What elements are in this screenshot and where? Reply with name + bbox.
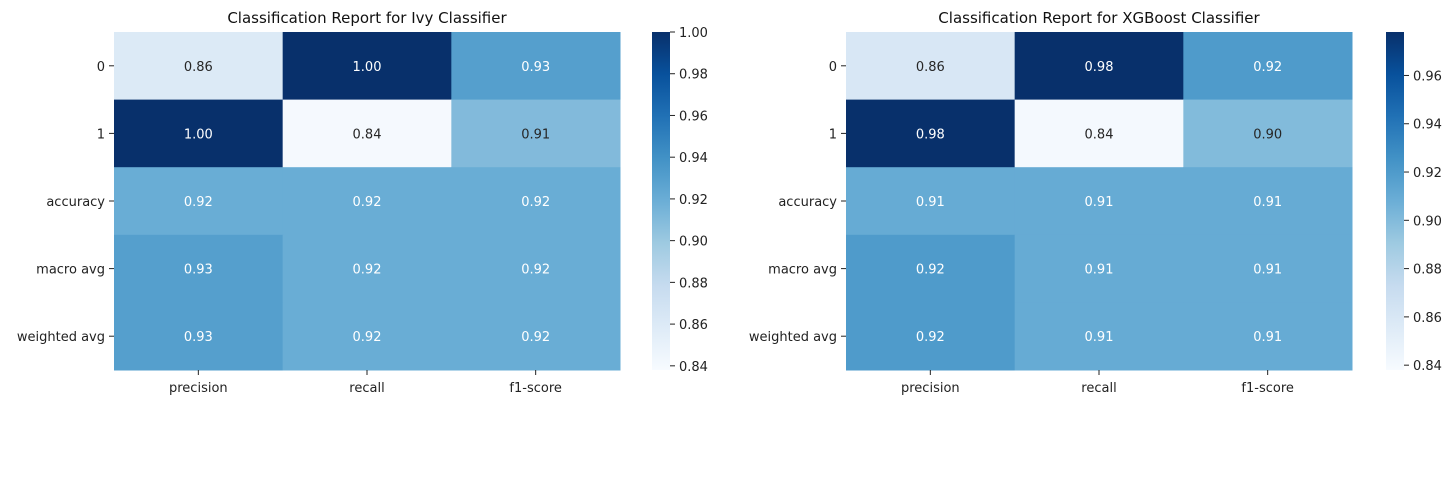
cell-label: 0.91 [1253, 195, 1282, 210]
cell-label: 0.92 [184, 195, 213, 210]
chart-title: Classification Report for Ivy Classifier [227, 9, 507, 27]
cell-label: 0.93 [184, 330, 213, 345]
heatmap-cell [282, 234, 452, 303]
heatmap-cell [451, 167, 621, 236]
colorbar-tick-label: 0.86 [679, 318, 708, 333]
heatmap-cell [846, 99, 1016, 168]
heatmap-cell [1014, 99, 1184, 168]
cell-label: 0.84 [353, 127, 382, 142]
heatmap-cell [846, 234, 1016, 303]
chart-title: Classification Report for XGBoost Classi… [938, 9, 1260, 27]
colorbar-tick-label: 0.86 [1413, 311, 1442, 326]
y-tick-label: weighted avg [749, 330, 837, 345]
y-tick-label: 0 [97, 60, 105, 75]
cell-label: 0.92 [1253, 60, 1282, 75]
cell-label: 0.92 [916, 330, 945, 345]
x-tick-label: precision [901, 381, 960, 396]
heatmap-cell [846, 302, 1016, 371]
heatmap-cell [451, 234, 621, 303]
cell-label: 0.92 [521, 263, 550, 278]
heatmap-cell [451, 302, 621, 371]
cell-label: 0.91 [1253, 330, 1282, 345]
heatmap-cell [114, 302, 284, 371]
y-tick-label: 1 [829, 127, 837, 142]
cell-label: 0.92 [353, 330, 382, 345]
colorbar-tick-label: 0.88 [679, 276, 708, 291]
cell-label: 0.91 [1085, 195, 1114, 210]
y-tick-label: macro avg [768, 263, 837, 278]
heatmap-cell [1183, 234, 1353, 303]
colorbar-tick-label: 0.92 [679, 193, 708, 208]
y-tick-label: 0 [829, 60, 837, 75]
colorbar [1386, 32, 1404, 370]
cell-label: 0.86 [916, 60, 945, 75]
cell-label: 0.92 [353, 195, 382, 210]
y-tick-label: macro avg [36, 263, 105, 278]
y-tick-label: 1 [97, 127, 105, 142]
cell-label: 0.92 [521, 195, 550, 210]
heatmap-panel-xgboost: Classification Report for XGBoost Classi… [749, 9, 1442, 396]
heatmap-cell [846, 32, 1016, 101]
colorbar-tick-label: 0.90 [1413, 214, 1442, 229]
heatmap-cell [1014, 32, 1184, 101]
heatmap-cell [1014, 167, 1184, 236]
cell-label: 0.91 [1085, 263, 1114, 278]
x-tick-label: f1-score [509, 381, 561, 396]
cell-label: 0.90 [1253, 127, 1282, 142]
x-tick-label: precision [169, 381, 228, 396]
heatmap-cell [846, 167, 1016, 236]
y-tick-label: weighted avg [17, 330, 105, 345]
cell-label: 0.93 [184, 263, 213, 278]
colorbar-tick-label: 0.96 [679, 109, 708, 124]
heatmap-cell [282, 302, 452, 371]
cell-label: 0.98 [1085, 60, 1114, 75]
heatmap-cell [114, 32, 284, 101]
heatmap-panel-ivy: Classification Report for Ivy Classifier… [17, 9, 708, 396]
heatmap-cell [1014, 234, 1184, 303]
colorbar-tick-label: 0.94 [1413, 118, 1442, 133]
x-tick-label: f1-score [1241, 381, 1293, 396]
cell-label: 0.92 [916, 263, 945, 278]
colorbar-tick-label: 0.94 [679, 151, 708, 166]
y-tick-label: accuracy [46, 195, 105, 210]
colorbar-tick-label: 0.88 [1413, 263, 1442, 278]
colorbar [652, 32, 670, 370]
heatmap-cell [1183, 99, 1353, 168]
cell-label: 0.91 [521, 127, 550, 142]
cell-label: 0.92 [353, 263, 382, 278]
cell-label: 0.91 [1085, 330, 1114, 345]
x-tick-label: recall [349, 381, 384, 396]
colorbar-tick-label: 0.84 [679, 360, 708, 375]
y-tick-label: accuracy [778, 195, 837, 210]
heatmap-cell [282, 167, 452, 236]
heatmap-cell [1014, 302, 1184, 371]
heatmap-cell [1183, 32, 1353, 101]
cell-label: 0.84 [1085, 127, 1114, 142]
cell-label: 0.91 [1253, 263, 1282, 278]
heatmap-cell [114, 234, 284, 303]
heatmap-cell [1183, 302, 1353, 371]
heatmap-cell [1183, 167, 1353, 236]
cell-label: 0.92 [521, 330, 550, 345]
cell-label: 0.93 [521, 60, 550, 75]
heatmap-cell [114, 99, 284, 168]
heatmap-cell [451, 99, 621, 168]
cell-label: 0.98 [916, 127, 945, 142]
heatmap-cell [451, 32, 621, 101]
colorbar-tick-label: 0.98 [679, 68, 708, 83]
heatmap-cell [282, 32, 452, 101]
colorbar-tick-label: 0.90 [679, 235, 708, 250]
cell-label: 1.00 [184, 127, 213, 142]
cell-label: 0.86 [184, 60, 213, 75]
colorbar-tick-label: 0.84 [1413, 359, 1442, 374]
x-tick-label: recall [1081, 381, 1116, 396]
cell-label: 1.00 [353, 60, 382, 75]
colorbar-tick-label: 0.92 [1413, 166, 1442, 181]
colorbar-tick-label: 1.00 [679, 26, 708, 41]
cell-label: 0.91 [916, 195, 945, 210]
heatmap-cell [282, 99, 452, 168]
heatmap-cell [114, 167, 284, 236]
colorbar-tick-label: 0.96 [1413, 69, 1442, 84]
